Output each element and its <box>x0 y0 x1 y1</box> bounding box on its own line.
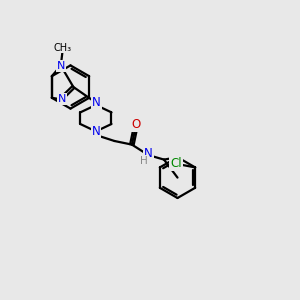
Text: CH₃: CH₃ <box>53 43 71 53</box>
Text: N: N <box>58 94 66 104</box>
Text: N: N <box>144 147 153 160</box>
Text: H: H <box>140 155 148 166</box>
Text: Cl: Cl <box>170 157 182 170</box>
Text: N: N <box>92 125 100 138</box>
Text: N: N <box>57 61 65 71</box>
Text: O: O <box>131 118 140 131</box>
Text: N: N <box>92 96 100 109</box>
